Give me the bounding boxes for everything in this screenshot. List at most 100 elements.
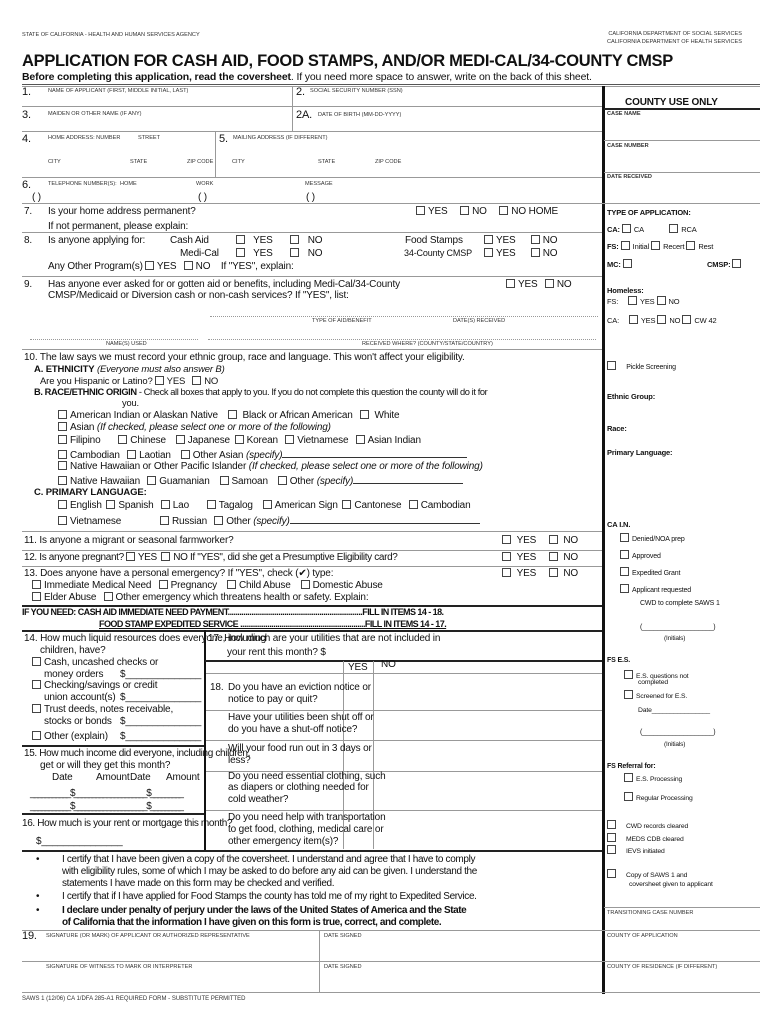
other-asian-input[interactable] — [282, 448, 468, 458]
names-used-field[interactable]: NAME(S) USED — [106, 341, 147, 347]
homeless-ca-yes-checkbox[interactable] — [628, 315, 638, 324]
cwd-records-checkbox[interactable] — [607, 820, 616, 829]
white-checkbox[interactable] — [359, 410, 369, 419]
case-name-field[interactable]: CASE NAME — [607, 111, 641, 117]
domestic-abuse-checkbox[interactable] — [300, 580, 310, 589]
q7-nohome-checkbox[interactable] — [499, 206, 509, 215]
mc-checkbox[interactable] — [622, 259, 632, 268]
tagalog-checkbox[interactable] — [206, 500, 216, 509]
aian-checkbox[interactable] — [58, 410, 67, 419]
ethnic-group-field[interactable]: Ethnic Group: — [607, 392, 656, 401]
medi-no-checkbox[interactable] — [290, 248, 300, 257]
asian-checkbox[interactable] — [58, 422, 67, 431]
vietnamese-lang-checkbox[interactable] — [58, 516, 67, 525]
mailing-address-field[interactable]: MAILING ADDRESS (IF DIFFERENT) — [233, 135, 328, 141]
black-checkbox[interactable] — [227, 410, 237, 419]
cash-checkbox[interactable] — [32, 657, 41, 666]
witness-date-field[interactable]: DATE SIGNED — [324, 964, 362, 970]
lao-checkbox[interactable] — [160, 500, 170, 509]
recert-checkbox[interactable] — [651, 241, 661, 250]
rca-checkbox[interactable] — [669, 224, 679, 233]
other-lang-checkbox[interactable] — [214, 516, 224, 525]
asian-indian-checkbox[interactable] — [355, 435, 365, 444]
case-number-field[interactable]: CASE NUMBER — [607, 143, 649, 149]
regular-processing-checkbox[interactable] — [624, 792, 633, 801]
japanese-checkbox[interactable] — [175, 435, 185, 444]
expedited-checkbox[interactable] — [620, 567, 629, 576]
russian-checkbox[interactable] — [159, 516, 169, 525]
q7-no-checkbox[interactable] — [460, 206, 470, 215]
county-of-residence-field[interactable]: COUNTY OF RESIDENCE (IF DIFFERENT) — [607, 964, 718, 970]
trust-amount-input[interactable]: $______________ — [120, 716, 202, 727]
food-no-checkbox[interactable] — [530, 235, 540, 244]
cantonese-checkbox[interactable] — [342, 500, 352, 509]
income-row-2[interactable]: ___________ $_________ ___________ $____… — [30, 801, 184, 812]
pregnant-yes-checkbox[interactable] — [125, 552, 135, 561]
dob-field[interactable]: DATE OF BIRTH (MM-DD-YYYY) — [318, 112, 402, 118]
income-row-1[interactable]: ___________ $_________ ___________ $____… — [30, 788, 184, 799]
cambodian-checkbox[interactable] — [58, 450, 67, 459]
pregnant-no-checkbox[interactable] — [161, 552, 171, 561]
hispanic-yes-checkbox[interactable] — [154, 376, 164, 385]
q13-yes-checkbox[interactable] — [502, 568, 511, 577]
vietnamese-checkbox[interactable] — [285, 435, 295, 444]
work-phone-field[interactable]: ( ) — [198, 192, 207, 203]
trust-checkbox[interactable] — [32, 704, 41, 713]
q7-yes-checkbox[interactable] — [416, 206, 425, 215]
applicant-requested-checkbox[interactable] — [620, 584, 629, 593]
pickle-checkbox[interactable] — [607, 361, 616, 370]
asl-checkbox[interactable] — [262, 500, 272, 509]
maiden-name-field[interactable]: MAIDEN OR OTHER NAME (IF ANY) — [48, 111, 142, 117]
county-of-application-field[interactable]: COUNTY OF APPLICATION — [607, 933, 678, 939]
filipino-checkbox[interactable] — [58, 435, 67, 444]
other-resource-checkbox[interactable] — [32, 731, 41, 740]
ca-checkbox[interactable] — [621, 224, 631, 233]
initials-input-2[interactable]: (___________________) — [640, 729, 716, 736]
primary-language-field[interactable]: Primary Language: — [607, 448, 673, 457]
samoan-checkbox[interactable] — [219, 476, 229, 485]
q9-no-checkbox[interactable] — [544, 279, 554, 288]
meds-checkbox[interactable] — [607, 833, 616, 842]
received-where-field[interactable]: RECEIVED WHERE? (COUNTY/STATE/COUNTRY) — [362, 341, 493, 347]
other-no-checkbox[interactable] — [183, 261, 193, 270]
spanish-checkbox[interactable] — [106, 500, 116, 509]
es-date-input[interactable]: Date________________ — [638, 707, 710, 714]
chinese-checkbox[interactable] — [118, 435, 128, 444]
child-abuse-checkbox[interactable] — [226, 580, 236, 589]
medi-yes-checkbox[interactable] — [236, 248, 245, 257]
other-amount-input[interactable]: $______________ — [120, 731, 202, 742]
cmsp-no-checkbox[interactable] — [530, 248, 540, 257]
q9-yes-checkbox[interactable] — [506, 279, 515, 288]
food-yes-checkbox[interactable] — [484, 235, 493, 244]
cmsp-yes-checkbox[interactable] — [484, 248, 493, 257]
q17-line2[interactable]: your rent this month? $ — [227, 647, 326, 658]
es-processing-checkbox[interactable] — [624, 773, 633, 782]
q13-no-checkbox[interactable] — [548, 568, 558, 577]
q11-no-checkbox[interactable] — [548, 535, 558, 544]
cash-yes-checkbox[interactable] — [236, 235, 245, 244]
applicant-name-field[interactable]: NAME OF APPLICANT (FIRST, MIDDLE INITIAL… — [48, 88, 189, 94]
checking-checkbox[interactable] — [32, 680, 41, 689]
approved-checkbox[interactable] — [620, 550, 629, 559]
cw42-checkbox[interactable] — [682, 315, 692, 324]
other-pi-checkbox[interactable] — [277, 476, 287, 485]
type-of-aid-field[interactable]: TYPE OF AID/BENEFIT — [312, 318, 372, 324]
home-address-field[interactable]: HOME ADDRESS: NUMBER — [48, 135, 121, 141]
medical-need-checkbox[interactable] — [32, 580, 41, 589]
screened-checkbox[interactable] — [624, 690, 633, 699]
pregnancy-checkbox[interactable] — [158, 580, 168, 589]
nhpi-checkbox[interactable] — [58, 461, 67, 470]
homeless-fs-yes-checkbox[interactable] — [627, 296, 637, 305]
native-hawaiian-checkbox[interactable] — [58, 476, 67, 485]
applicant-date-field[interactable]: DATE SIGNED — [324, 933, 362, 939]
rest-checkbox[interactable] — [686, 241, 696, 250]
elder-abuse-checkbox[interactable] — [32, 592, 41, 601]
pe-no-checkbox[interactable] — [548, 552, 558, 561]
guamanian-checkbox[interactable] — [147, 476, 157, 485]
q11-yes-checkbox[interactable] — [502, 535, 511, 544]
date-received-field[interactable]: DATE RECEIVED — [607, 174, 652, 180]
other-lang-input[interactable] — [289, 514, 480, 524]
other-asian-checkbox[interactable] — [180, 450, 190, 459]
ievs-checkbox[interactable] — [607, 845, 616, 854]
es-questions-checkbox[interactable] — [624, 670, 633, 679]
